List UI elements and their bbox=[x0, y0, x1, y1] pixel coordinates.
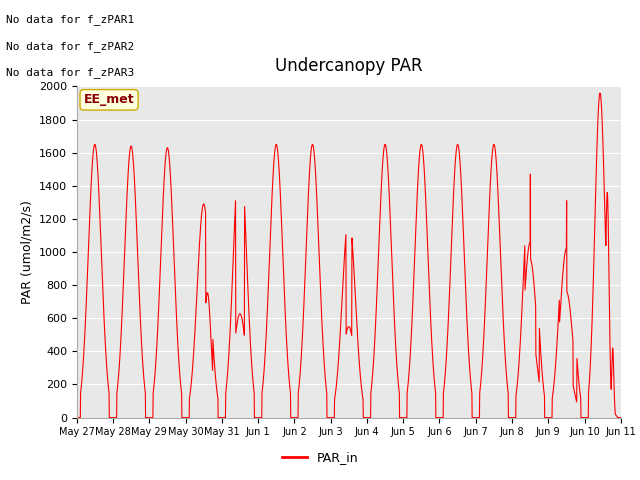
Text: EE_met: EE_met bbox=[84, 93, 134, 107]
Text: No data for f_zPAR2: No data for f_zPAR2 bbox=[6, 41, 134, 52]
Title: Undercanopy PAR: Undercanopy PAR bbox=[275, 58, 422, 75]
Y-axis label: PAR (umol/m2/s): PAR (umol/m2/s) bbox=[20, 200, 33, 304]
Text: No data for f_zPAR3: No data for f_zPAR3 bbox=[6, 67, 134, 78]
Text: No data for f_zPAR1: No data for f_zPAR1 bbox=[6, 14, 134, 25]
Legend: PAR_in: PAR_in bbox=[276, 446, 364, 469]
